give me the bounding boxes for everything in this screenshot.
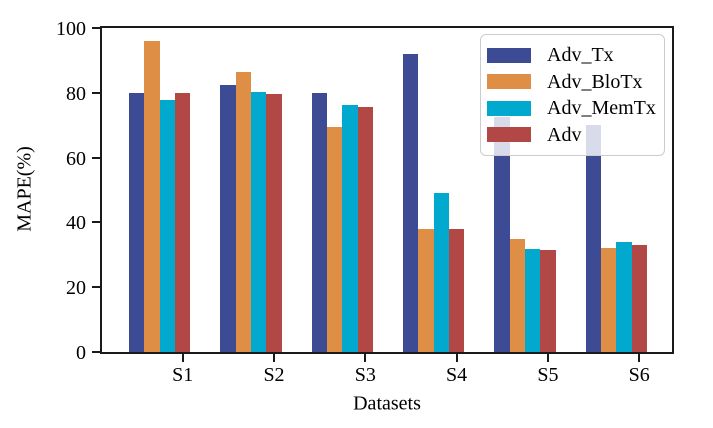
bar-adv_blotx-s2 <box>235 72 252 352</box>
bar-adv_blotx-s6 <box>600 248 617 352</box>
legend-swatch-adv <box>487 127 531 143</box>
legend-label: Adv <box>547 123 582 146</box>
y-tick-mark <box>92 27 100 29</box>
bar-adv_blotx-s3 <box>327 127 343 352</box>
x-tick-label: S5 <box>537 364 559 386</box>
bar-adv-s4 <box>448 229 465 352</box>
x-tick-mark <box>455 354 458 362</box>
bar-adv-s6 <box>631 245 647 352</box>
legend: Adv_Tx Adv_BloTx Adv_MemTx Adv <box>480 34 665 156</box>
bar-adv_memtx-s3 <box>342 105 358 352</box>
x-axis-label: Datasets <box>353 392 421 415</box>
legend-row: Adv_MemTx <box>487 98 658 118</box>
legend-label: Adv_Tx <box>547 44 614 67</box>
bar-adv_tx-s1 <box>129 93 145 352</box>
legend-row: Adv_BloTx <box>487 72 658 92</box>
x-tick-mark <box>273 354 275 362</box>
y-tick-mark <box>92 91 100 94</box>
bar-adv-s2 <box>266 94 282 352</box>
bar-adv_memtx-s5 <box>524 248 541 352</box>
legend-row: Adv_Tx <box>487 45 658 65</box>
y-tick-mark <box>92 286 100 289</box>
bar-adv_tx-s2 <box>220 84 236 352</box>
bar-adv_blotx-s5 <box>509 238 525 352</box>
x-tick-label: S3 <box>354 364 376 386</box>
legend-row: Adv <box>487 125 658 145</box>
y-tick-mark <box>92 221 100 224</box>
bar-adv_memtx-s1 <box>159 99 176 352</box>
y-tick-label: 40 <box>66 212 86 235</box>
bar-adv-s3 <box>357 106 373 352</box>
x-tick-label: S6 <box>628 364 650 386</box>
legend-label: Adv_MemTx <box>547 97 656 120</box>
bars-layer <box>102 28 672 352</box>
x-tick-mark <box>546 354 549 362</box>
legend-swatch-adv_memtx <box>487 100 531 116</box>
y-tick-label: 80 <box>66 82 86 105</box>
bar-adv_memtx-s4 <box>433 192 449 352</box>
bar-adv_tx-s5 <box>494 116 510 352</box>
x-tick-label: S1 <box>172 364 194 386</box>
y-tick-label: 60 <box>66 147 86 170</box>
legend-swatch-adv_blotx <box>487 74 531 90</box>
y-tick-label: 100 <box>56 18 86 40</box>
bar-adv_memtx-s2 <box>251 92 267 352</box>
y-tick-mark <box>92 156 100 159</box>
bar-adv_tx-s4 <box>403 54 419 352</box>
legend-swatch-adv_tx <box>487 47 531 63</box>
legend-label: Adv_BloTx <box>547 70 643 93</box>
bar-adv_blotx-s4 <box>418 229 434 352</box>
x-tick-mark <box>364 354 367 362</box>
bar-adv_tx-s6 <box>585 125 601 352</box>
bar-adv_memtx-s6 <box>616 241 632 352</box>
x-tick-label: S4 <box>446 364 468 386</box>
x-tick-label: S2 <box>263 364 285 386</box>
y-tick-label: 0 <box>76 342 86 364</box>
x-tick-mark <box>638 354 641 362</box>
x-tick-mark <box>181 354 184 362</box>
y-tick-mark <box>92 351 100 353</box>
bar-adv_blotx-s1 <box>144 40 160 352</box>
bar-adv-s1 <box>175 93 191 352</box>
bar-adv-s5 <box>540 249 556 352</box>
y-tick-label: 20 <box>66 277 86 300</box>
bar-adv_tx-s3 <box>311 93 328 352</box>
